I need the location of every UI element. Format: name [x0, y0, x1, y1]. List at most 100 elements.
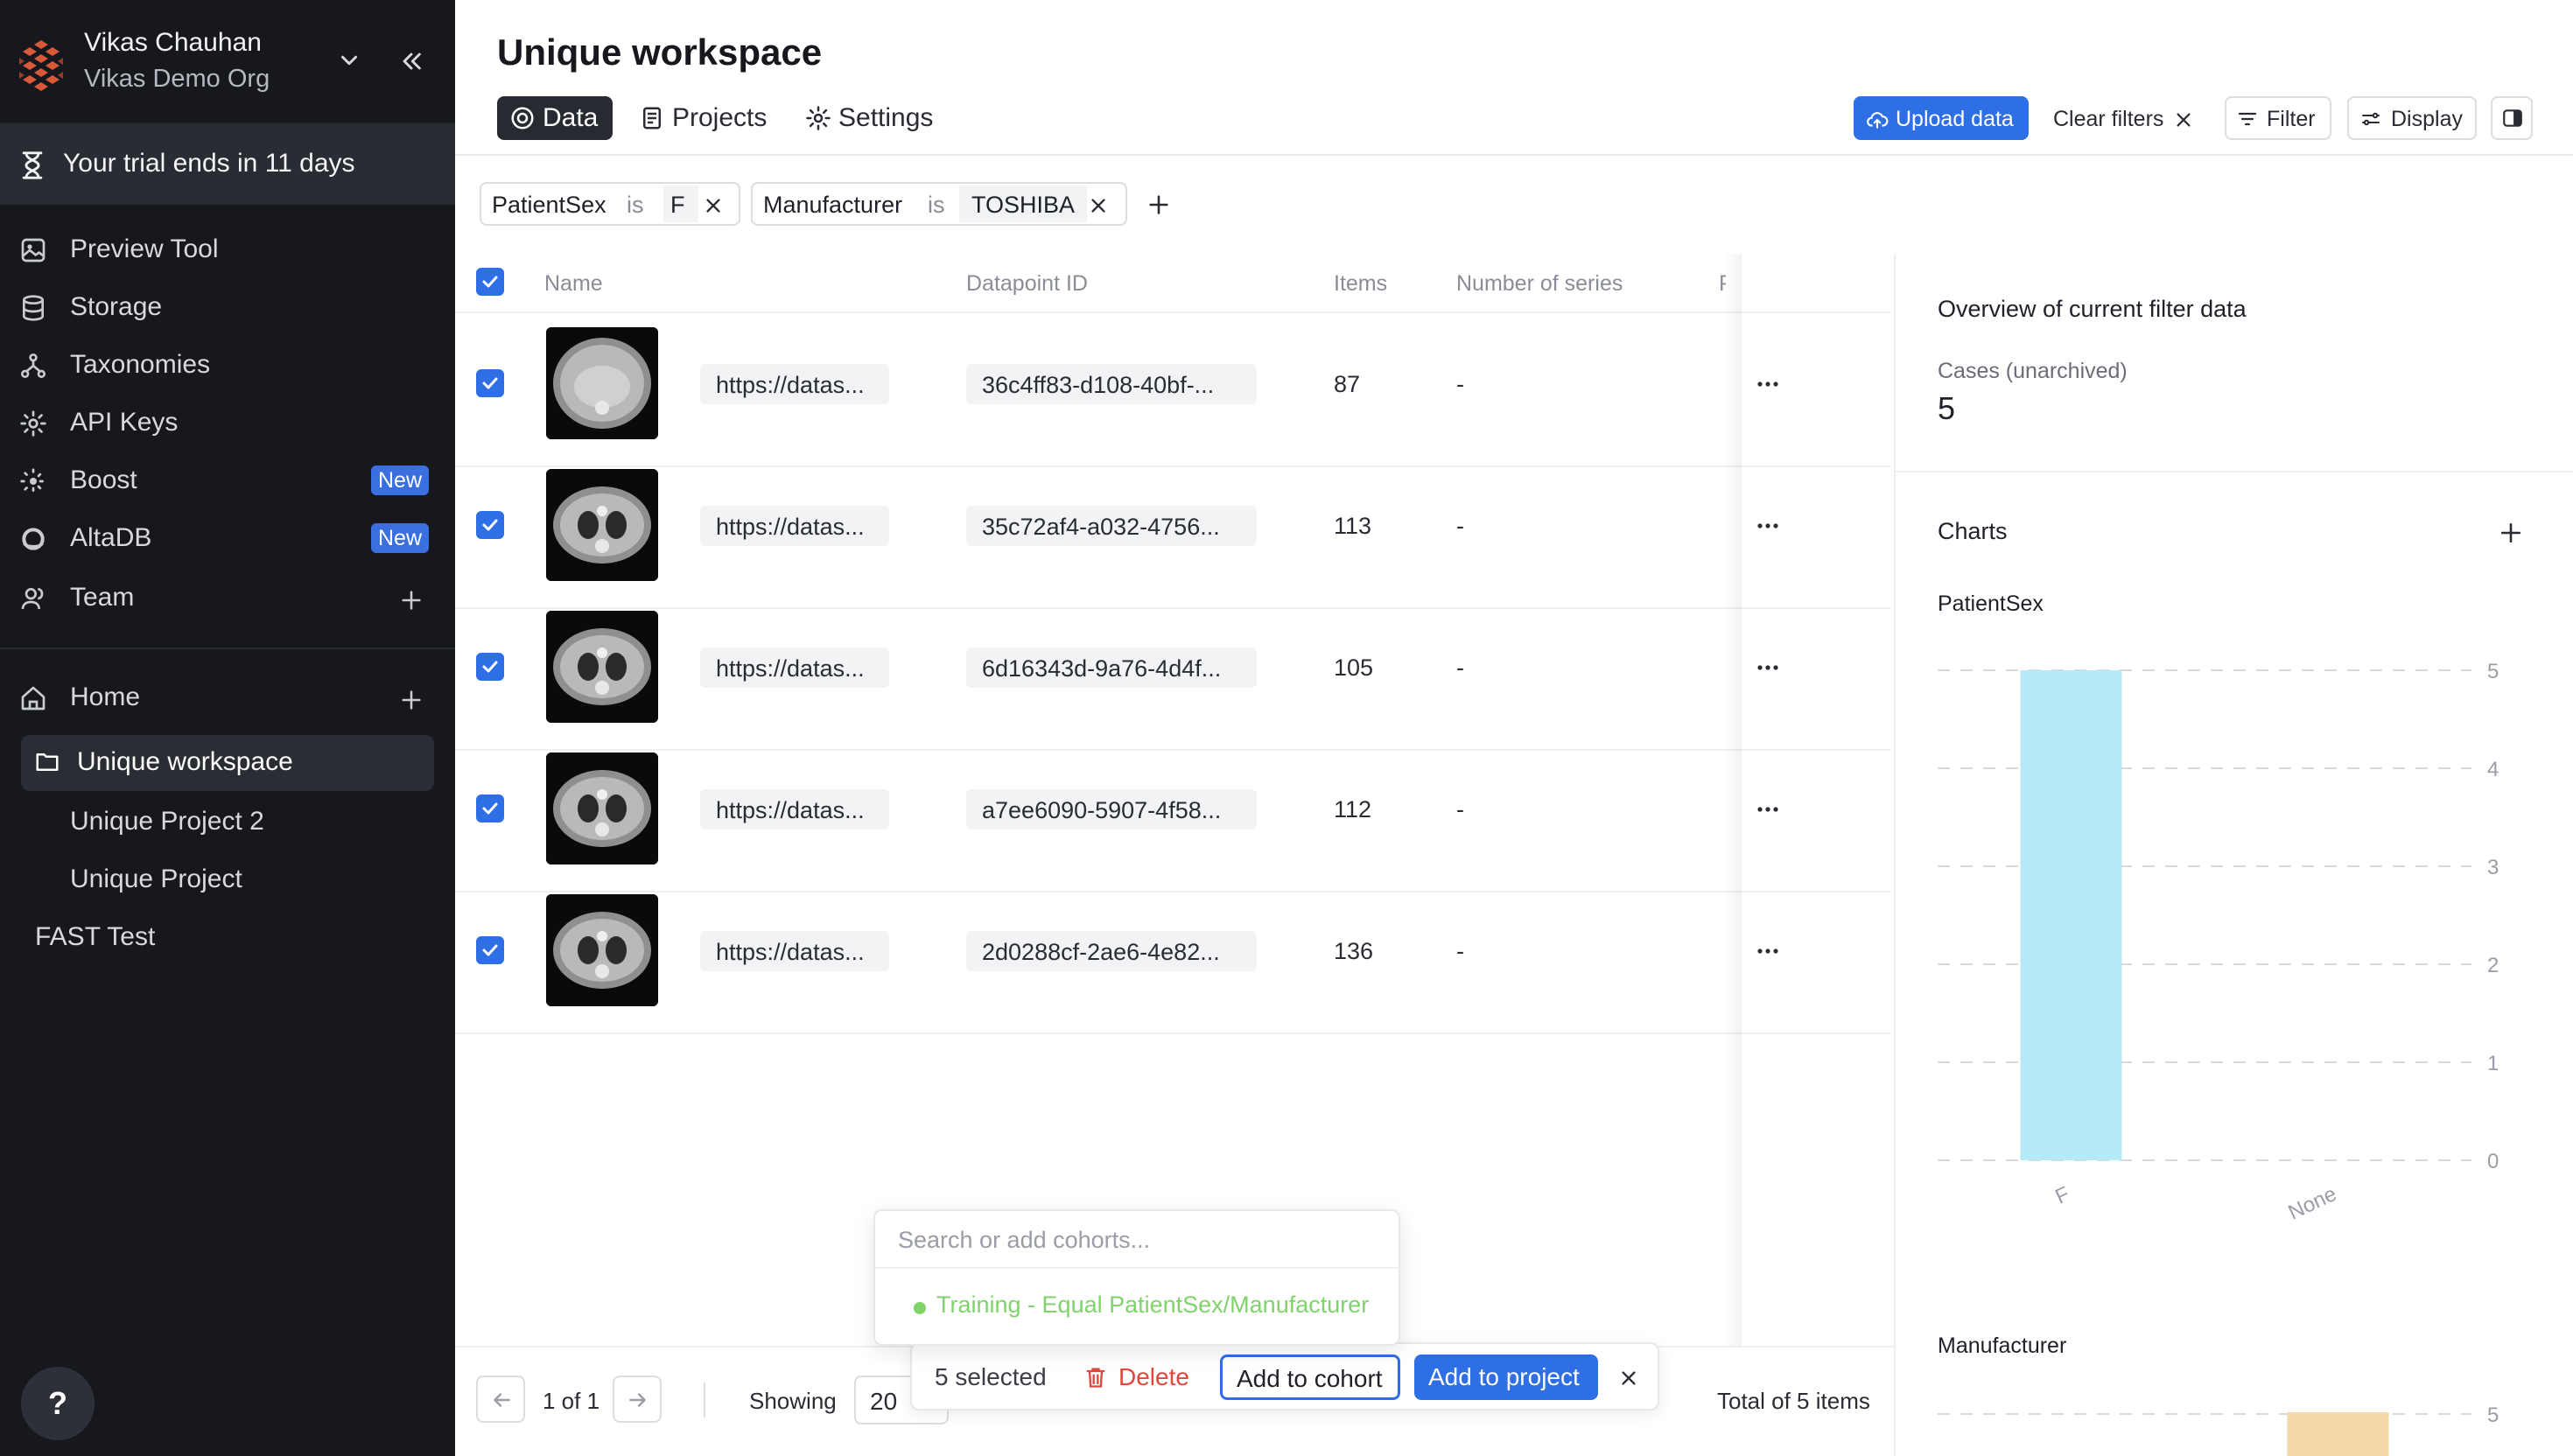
trash-icon[interactable] [1083, 1363, 1108, 1391]
column-header-items[interactable]: Items [1334, 271, 1388, 296]
popover-divider [875, 1267, 1399, 1269]
total-items: Total of 5 items [1717, 1388, 1870, 1414]
row-checkbox[interactable] [476, 653, 504, 681]
cases-value: 5 [1938, 390, 1956, 426]
add-to-cohort-button[interactable]: Add to cohort [1220, 1354, 1400, 1400]
display-button[interactable]: Display [2347, 96, 2477, 140]
row-more-icon[interactable] [1754, 805, 1782, 814]
name-url-cell[interactable]: https://datas... [700, 789, 889, 830]
items-cell: 113 [1334, 513, 1372, 539]
datapoint-id-cell[interactable]: 36c4ff83-d108-40bf-... [966, 364, 1257, 404]
clear-filters-label: Clear filters [2053, 107, 2164, 131]
add-team-icon[interactable] [399, 588, 424, 612]
help-button[interactable]: ? [21, 1367, 95, 1440]
row-more-icon[interactable] [1754, 380, 1782, 388]
datapoint-id-text: 35c72af4-a032-4756... [982, 514, 1220, 540]
row-checkbox[interactable] [476, 369, 504, 397]
name-url-cell[interactable]: https://datas... [700, 506, 889, 546]
column-header-name[interactable]: Name [544, 271, 603, 296]
collapse-sidebar-icon[interactable] [397, 47, 425, 75]
sidebar-item-altadb[interactable]: AltaDB New [0, 514, 455, 564]
gear-icon [806, 106, 831, 130]
delete-button[interactable]: Delete [1118, 1363, 1189, 1390]
taxonomy-icon [21, 354, 46, 378]
x-tick-label: F [2051, 1182, 2073, 1209]
row-more-icon[interactable] [1754, 522, 1782, 530]
name-url-cell[interactable]: https://datas... [700, 364, 889, 404]
trial-banner[interactable]: Your trial ends in 11 days [0, 124, 455, 205]
sidebar-item-home[interactable]: Home [0, 674, 455, 723]
remove-filter-icon[interactable] [1089, 196, 1108, 215]
row-checkbox[interactable] [476, 794, 504, 822]
altadb-icon [22, 528, 45, 550]
name-url-cell[interactable]: https://datas... [700, 931, 889, 971]
close-icon[interactable] [1619, 1368, 1638, 1388]
sidebar-item-project[interactable]: Unique Project 2 [70, 807, 264, 836]
sidebar-item-fast-test[interactable]: FAST Test [35, 922, 156, 951]
filter-operator: is [928, 192, 945, 218]
filter-value-bg [663, 186, 698, 222]
chevron-down-icon[interactable] [336, 47, 362, 74]
sidebar-item-preview-tool[interactable]: Preview Tool [0, 226, 455, 275]
org-name: Vikas Demo Org [84, 65, 270, 93]
column-header-truncated[interactable]: P [1719, 271, 1726, 297]
ct-scan-thumbnail[interactable] [546, 469, 658, 581]
y-tick-label: 5 [2487, 660, 2499, 683]
sidebar-item-team[interactable]: Team [0, 574, 455, 623]
remove-filter-icon[interactable] [704, 196, 723, 215]
datapoint-id-cell[interactable]: 35c72af4-a032-4756... [966, 506, 1257, 546]
ct-scan-thumbnail[interactable] [546, 752, 658, 864]
toggle-panel-button[interactable] [2491, 96, 2533, 140]
sidebar-item-api-keys[interactable]: API Keys [0, 399, 455, 448]
datapoint-id-cell[interactable]: a7ee6090-5907-4f58... [966, 789, 1257, 830]
filter-chip[interactable]: Manufacturer is TOSHIBA [751, 182, 1127, 226]
tab-label: Data [543, 103, 599, 132]
upload-data-button[interactable]: Upload data [1854, 96, 2029, 140]
filter-button[interactable]: Filter [2225, 96, 2331, 140]
org-switcher[interactable]: Vikas Chauhan Vikas Demo Org [0, 0, 455, 124]
database-icon [23, 295, 44, 321]
cohort-search-input[interactable]: Search or add cohorts... [898, 1227, 1151, 1253]
sidebar-item-project[interactable]: Unique Project [70, 864, 242, 893]
sidebar-item-workspace[interactable]: Unique workspace [21, 735, 434, 791]
ct-scan-thumbnail[interactable] [546, 894, 658, 1006]
row-more-icon[interactable] [1754, 663, 1782, 672]
column-header-datapoint-id[interactable]: Datapoint ID [966, 271, 1088, 296]
datapoint-id-cell[interactable]: 6d16343d-9a76-4d4f... [966, 648, 1257, 688]
row-more-icon[interactable] [1754, 947, 1782, 956]
add-chart-icon[interactable] [2499, 522, 2522, 544]
prev-page-button[interactable] [476, 1376, 525, 1423]
upload-cloud-icon [1867, 112, 1889, 129]
tab-settings[interactable]: Settings [793, 96, 943, 140]
check-icon [482, 377, 498, 389]
filter-chip[interactable]: PatientSex is F [480, 182, 740, 226]
sidebar-item-boost[interactable]: Boost New [0, 457, 455, 506]
name-url-text: https://datas... [716, 372, 865, 398]
name-url-cell[interactable]: https://datas... [700, 648, 889, 688]
ct-scan-thumbnail[interactable] [546, 327, 658, 439]
tab-data[interactable]: Data [497, 96, 613, 140]
sidebar-item-taxonomies[interactable]: Taxonomies [0, 341, 455, 390]
sidebar-item-storage[interactable]: Storage [0, 284, 455, 332]
filter-value-bg [959, 186, 1087, 222]
name-url-text: https://datas... [716, 939, 865, 965]
add-home-icon[interactable] [399, 688, 424, 712]
next-page-button[interactable] [613, 1376, 662, 1423]
sidebar-item-label: Team [70, 583, 135, 612]
filter-label: Filter [2267, 107, 2316, 131]
scan-image [546, 894, 658, 1006]
row-checkbox[interactable] [476, 936, 504, 964]
clear-filters-button[interactable]: Clear filters [2039, 96, 2205, 140]
row-checkbox[interactable] [476, 511, 504, 539]
select-all-checkbox[interactable] [476, 268, 504, 296]
filter-field: Manufacturer [763, 192, 903, 218]
ct-scan-thumbnail[interactable] [546, 611, 658, 723]
items-cell: 105 [1334, 654, 1374, 681]
datapoint-id-cell[interactable]: 2d0288cf-2ae6-4e82... [966, 931, 1257, 971]
column-header-series[interactable]: Number of series [1456, 271, 1623, 296]
tab-projects[interactable]: Projects [627, 96, 777, 140]
cohort-option[interactable]: Training - Equal PatientSex/Manufacturer [936, 1292, 1370, 1318]
boost-icon [20, 468, 46, 494]
add-filter-icon[interactable] [1146, 192, 1171, 217]
add-to-project-button[interactable]: Add to project [1414, 1354, 1598, 1400]
